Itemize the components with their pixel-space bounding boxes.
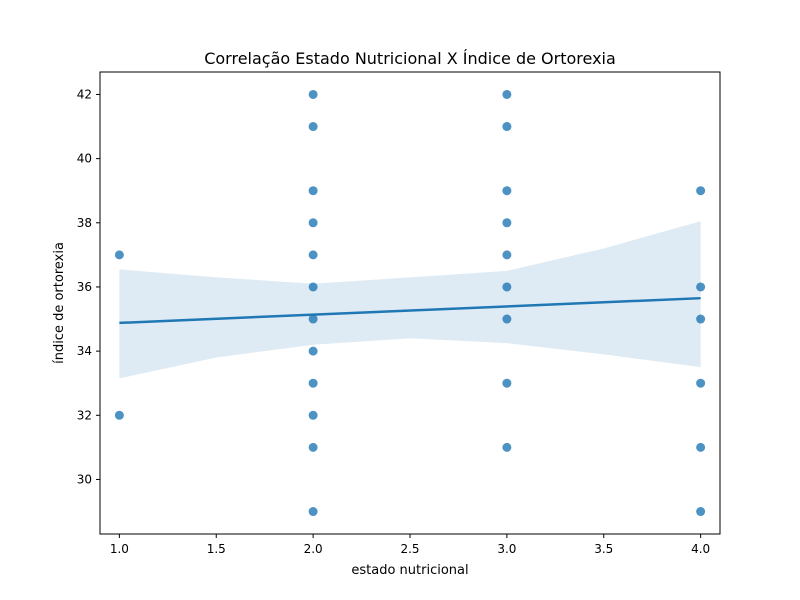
x-tick-label: 1.5: [207, 542, 226, 556]
data-point: [308, 89, 318, 99]
y-tick-label: 40: [77, 152, 92, 166]
x-tick-label: 2.0: [304, 542, 323, 556]
data-point: [502, 250, 512, 260]
y-tick-label: 36: [77, 280, 92, 294]
confidence-band: [119, 221, 701, 379]
data-point: [308, 218, 318, 228]
y-tick-label: 38: [77, 216, 92, 230]
chart-title: Correlação Estado Nutricional X Índice d…: [204, 49, 616, 68]
y-tick-label: 34: [77, 344, 92, 358]
data-point: [696, 186, 706, 196]
data-point: [308, 410, 318, 420]
data-point: [308, 250, 318, 260]
data-point: [308, 442, 318, 452]
data-point: [502, 89, 512, 99]
data-point: [696, 442, 706, 452]
data-point: [114, 410, 124, 420]
data-point: [502, 218, 512, 228]
data-point: [308, 314, 318, 324]
data-point: [696, 282, 706, 292]
y-tick-label: 32: [77, 408, 92, 422]
data-point: [308, 282, 318, 292]
data-point: [308, 122, 318, 132]
data-point: [114, 250, 124, 260]
plot-area: [114, 89, 706, 517]
x-tick-label: 2.5: [400, 542, 419, 556]
data-point: [502, 378, 512, 388]
x-tick-label: 3.5: [594, 542, 613, 556]
x-axis: 1.0 1.5 2.0 2.5 3.0 3.5 4.0: [110, 534, 710, 556]
data-point: [696, 314, 706, 324]
data-point: [308, 186, 318, 196]
x-axis-label: estado nutricional: [351, 563, 468, 578]
data-point: [502, 314, 512, 324]
y-axis-label: índice de ortorexia: [52, 242, 67, 364]
data-point: [696, 507, 706, 517]
y-tick-label: 42: [77, 87, 92, 101]
y-axis: 30 32 34 36 38 40 42: [77, 87, 100, 486]
data-point: [502, 282, 512, 292]
x-tick-label: 1.0: [110, 542, 129, 556]
data-point: [308, 507, 318, 517]
y-tick-label: 30: [77, 472, 92, 486]
data-point: [502, 122, 512, 132]
data-point: [696, 378, 706, 388]
x-tick-label: 3.0: [497, 542, 516, 556]
data-point: [502, 442, 512, 452]
x-tick-label: 4.0: [691, 542, 710, 556]
data-point: [308, 378, 318, 388]
data-point: [502, 186, 512, 196]
data-point: [308, 346, 318, 356]
regression-line: [119, 296, 701, 325]
